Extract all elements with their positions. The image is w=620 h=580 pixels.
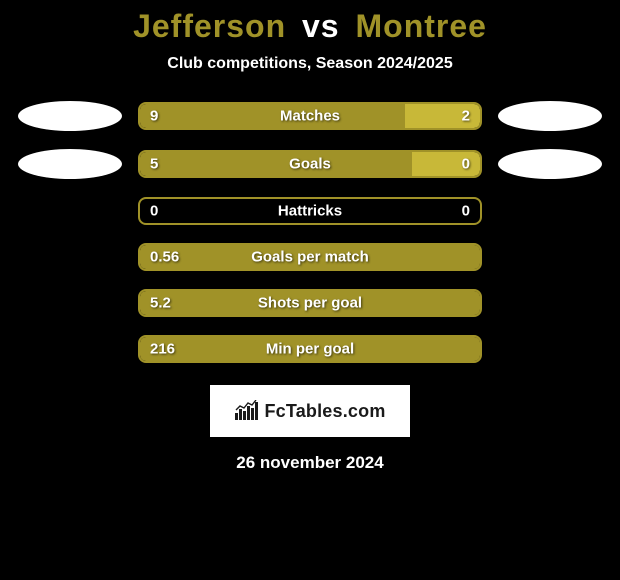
stat-value-left: 5.2 (150, 295, 171, 312)
stat-bar: 5 Goals 0 (138, 150, 482, 178)
stat-value-right: 2 (462, 108, 470, 125)
bars-icon (234, 400, 260, 422)
player1-badge (18, 149, 122, 179)
stat-bar: 216 Min per goal (138, 335, 482, 363)
stat-label: Hattricks (278, 203, 342, 220)
stat-row: 5.2 Shots per goal (0, 289, 620, 317)
stat-label: Min per goal (266, 341, 354, 358)
stat-value-left: 216 (150, 341, 175, 358)
stat-value-left: 0.56 (150, 249, 179, 266)
fill-left (140, 152, 412, 176)
subtitle-text: Club competitions, Season 2024/2025 (0, 55, 620, 73)
stat-value-left: 9 (150, 108, 158, 125)
page-title: Jefferson vs Montree (0, 8, 620, 45)
stat-label: Goals (289, 156, 331, 173)
stat-value-right: 0 (462, 156, 470, 173)
stat-row: 5 Goals 0 (0, 149, 620, 179)
date-text: 26 november 2024 (0, 453, 620, 473)
stat-row: 216 Min per goal (0, 335, 620, 363)
stat-row: 0 Hattricks 0 (0, 197, 620, 225)
stat-bar: 5.2 Shots per goal (138, 289, 482, 317)
stat-value-left: 5 (150, 156, 158, 173)
stats-container: 9 Matches 2 5 Goals 0 0 Hattricks 0 0.56 Goals per… (0, 101, 620, 363)
stat-label: Shots per goal (258, 295, 362, 312)
stat-bar: 9 Matches 2 (138, 102, 482, 130)
comparison-card: Jefferson vs Montree Club competitions, … (0, 0, 620, 473)
vs-text: vs (302, 8, 340, 44)
stat-row: 9 Matches 2 (0, 101, 620, 131)
player1-name: Jefferson (133, 8, 286, 44)
player1-badge (18, 101, 122, 131)
stat-row: 0.56 Goals per match (0, 243, 620, 271)
stat-value-left: 0 (150, 203, 158, 220)
player2-badge (498, 149, 602, 179)
fill-left (140, 104, 405, 128)
logo-text: FcTables.com (264, 401, 385, 422)
stat-label: Matches (280, 108, 340, 125)
stat-bar: 0 Hattricks 0 (138, 197, 482, 225)
logo-box: FcTables.com (210, 385, 410, 437)
stat-label: Goals per match (251, 249, 369, 266)
logo-inner: FcTables.com (234, 400, 385, 422)
player2-badge (498, 101, 602, 131)
stat-value-right: 0 (462, 203, 470, 220)
player2-name: Montree (355, 8, 486, 44)
stat-bar: 0.56 Goals per match (138, 243, 482, 271)
